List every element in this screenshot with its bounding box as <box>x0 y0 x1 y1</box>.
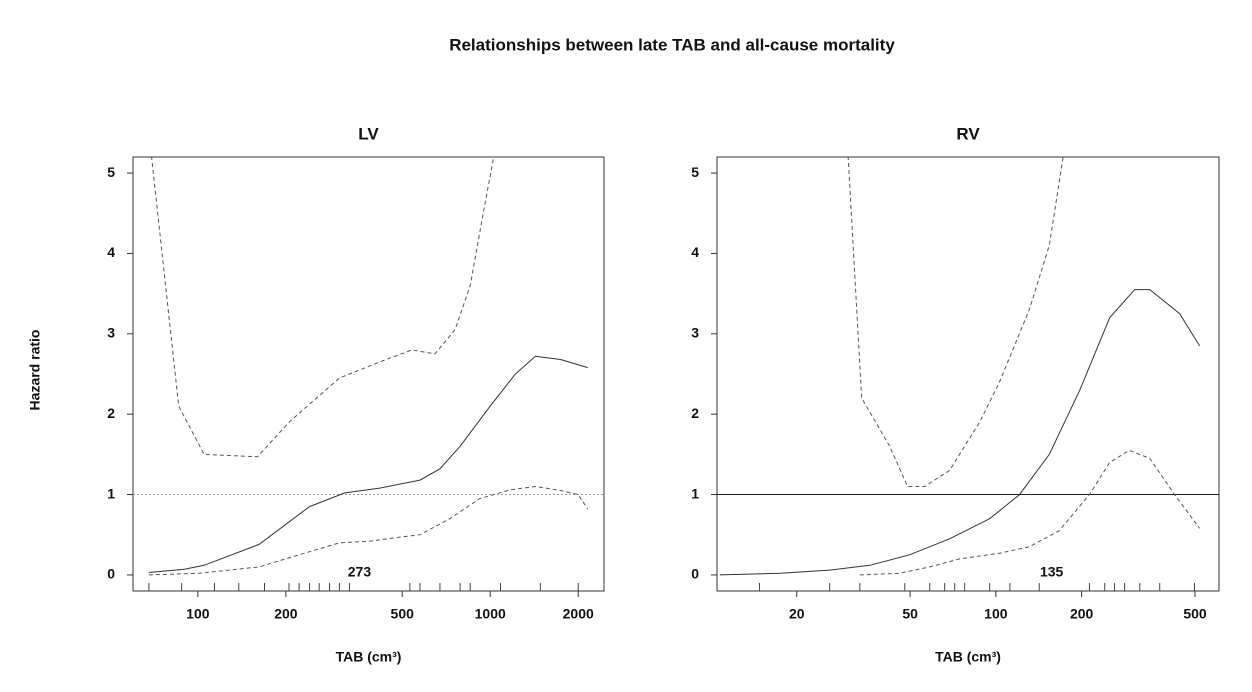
panel-title: RV <box>956 124 980 143</box>
x-tick-label: 20 <box>789 606 805 622</box>
plot-frame <box>132 156 605 592</box>
hazard-curve <box>148 355 588 573</box>
annotation: 135 <box>1040 564 1064 580</box>
annotation: 273 <box>348 564 372 580</box>
hazard-curve <box>148 485 589 576</box>
plot-frame <box>716 156 1220 592</box>
y-tick-label: 4 <box>691 244 699 260</box>
x-tick-label: 50 <box>902 606 918 622</box>
y-tick-label: 4 <box>107 244 115 260</box>
hazard-curve <box>859 449 1201 576</box>
y-tick-label: 1 <box>107 485 115 501</box>
y-tick-label: 3 <box>691 325 699 341</box>
x-tick-label: 500 <box>1183 606 1207 622</box>
hazard-curve <box>847 157 1064 487</box>
x-tick-label: 100 <box>186 606 210 622</box>
x-tick-label: 500 <box>391 606 415 622</box>
curves <box>719 157 1201 576</box>
panel-title: LV <box>358 124 379 143</box>
curves <box>148 157 589 576</box>
y-tick-label: 2 <box>691 405 699 421</box>
y-axis-label: Hazard ratio <box>27 330 43 411</box>
x-axis-label: TAB (cm³) <box>336 649 402 665</box>
y-tick-label: 3 <box>107 325 115 341</box>
hazard-curve <box>151 157 495 458</box>
x-axis-label: TAB (cm³) <box>935 649 1001 665</box>
y-tick-label: 0 <box>691 566 699 582</box>
x-tick-label: 100 <box>984 606 1008 622</box>
y-tick-label: 5 <box>107 164 115 180</box>
x-tick-label: 200 <box>1070 606 1094 622</box>
hazard-curve <box>719 289 1201 576</box>
y-tick-label: 2 <box>107 405 115 421</box>
x-tick-label: 2000 <box>563 606 594 622</box>
y-tick-label: 1 <box>691 485 699 501</box>
y-tick-label: 5 <box>691 164 699 180</box>
figure-title: Relationships between late TAB and all-c… <box>449 35 895 54</box>
y-tick-label: 0 <box>107 566 115 582</box>
x-tick-label: 1000 <box>475 606 506 622</box>
x-tick-label: 200 <box>274 606 298 622</box>
